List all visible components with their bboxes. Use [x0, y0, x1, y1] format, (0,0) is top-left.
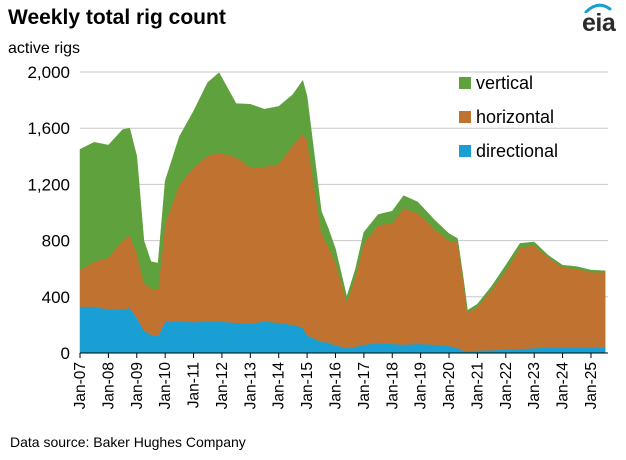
chart-title: Weekly total rig count — [8, 6, 226, 29]
logo-text: eia — [582, 9, 616, 37]
axes: 0 400 800 1,200 1,600 2,000 Jan-07 Jan-08 Jan-09… — [27, 63, 608, 409]
logo-arc-icon — [584, 3, 612, 13]
area-vertical — [79, 72, 606, 314]
x-tick-label: Jan-15 — [299, 362, 316, 409]
legend-swatch-vertical — [459, 77, 471, 89]
legend-swatch-directional — [459, 145, 471, 157]
x-tick-label: Jan-08 — [100, 362, 117, 409]
x-tick-label: Jan-18 — [384, 362, 401, 409]
x-tick-label: Jan-24 — [555, 362, 572, 410]
x-tick-label: Jan-16 — [327, 362, 344, 409]
legend: vertical horizontal directional — [459, 73, 558, 161]
legend-label-directional: directional — [476, 141, 558, 161]
x-tick-label: Jan-22 — [498, 362, 515, 409]
x-tick-label: Jan-10 — [157, 362, 174, 410]
y-tick-label: 1,200 — [27, 175, 70, 194]
y-tick-label: 0 — [61, 344, 70, 363]
x-tick-label: Jan-07 — [72, 362, 89, 409]
x-tick-label: Jan-25 — [583, 362, 600, 409]
y-tick-label: 2,000 — [27, 63, 70, 82]
x-tick-label: Jan-09 — [129, 362, 146, 409]
x-tick-label: Jan-13 — [242, 362, 259, 409]
x-tick-label: Jan-14 — [271, 362, 288, 410]
data-source-note: Data source: Baker Hughes Company — [10, 434, 246, 450]
area-horizontal — [79, 133, 606, 352]
y-axis-unit-label: active rigs — [8, 40, 81, 57]
x-tick-label: Jan-23 — [526, 362, 543, 409]
legend-label-horizontal: horizontal — [476, 107, 554, 127]
legend-label-vertical: vertical — [476, 73, 533, 93]
legend-swatch-horizontal — [459, 111, 471, 123]
y-tick-label: 400 — [42, 288, 70, 307]
x-tick-label: Jan-20 — [441, 362, 458, 410]
y-tick-label: 1,600 — [27, 119, 70, 138]
x-tick-label: Jan-12 — [214, 362, 231, 409]
x-tick-label: Jan-17 — [356, 362, 373, 409]
x-tick-label: Jan-21 — [469, 362, 486, 409]
eia-logo: eia — [582, 3, 616, 38]
y-tick-label: 800 — [42, 232, 70, 251]
x-tick-label: Jan-19 — [413, 362, 430, 409]
x-tick-label: Jan-11 — [186, 362, 203, 408]
